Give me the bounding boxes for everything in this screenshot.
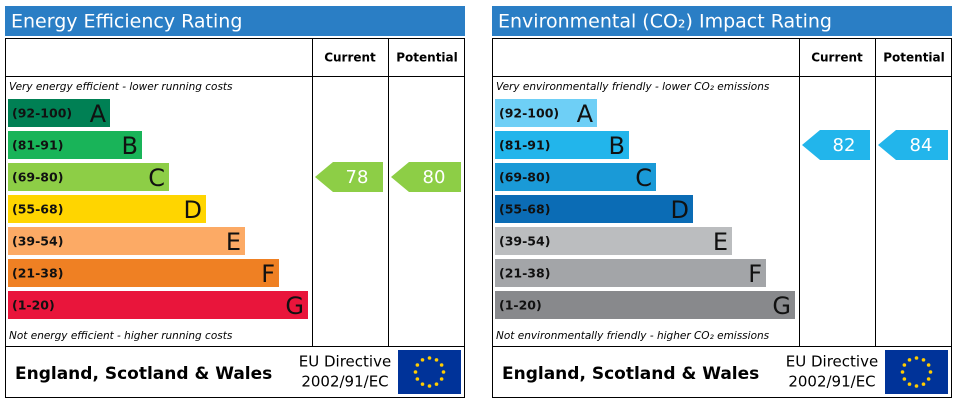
potential-header: Potential <box>883 51 945 65</box>
current-header: Current <box>324 51 376 65</box>
eu-star <box>439 377 444 381</box>
rating-band <box>8 259 279 287</box>
rating-arrow <box>391 162 461 192</box>
bottom-note: Not environmentally friendly - higher CO… <box>496 330 770 342</box>
rating-band <box>8 291 308 319</box>
band-range: (1-20) <box>12 298 55 313</box>
eu-star <box>902 377 907 381</box>
band-range: (1-20) <box>499 298 542 313</box>
rating-band <box>8 163 169 191</box>
rating-band <box>495 259 766 287</box>
eu-star <box>907 358 912 362</box>
band-letter: E <box>713 228 728 256</box>
eu-star <box>907 382 912 386</box>
eu-star <box>439 363 444 367</box>
rating-value: 80 <box>423 167 446 188</box>
band-range: (39-54) <box>12 234 63 249</box>
rating-band <box>495 291 795 319</box>
eu-star <box>926 363 931 367</box>
band-letter: F <box>748 260 762 288</box>
eu-star <box>928 370 933 374</box>
rating-band <box>8 195 206 223</box>
top-note: Very energy efficient - lower running co… <box>9 81 233 93</box>
directive: EU Directive <box>299 353 391 371</box>
region: England, Scotland & Wales <box>15 364 272 384</box>
eu-star <box>926 377 931 381</box>
band-range: (69-80) <box>12 170 63 185</box>
rating-band <box>495 99 597 127</box>
band-range: (69-80) <box>499 170 550 185</box>
band-range: (81-91) <box>499 138 550 153</box>
eu-star <box>434 382 439 386</box>
band-letter: D <box>184 196 202 224</box>
eu-star <box>921 358 926 362</box>
band-letter: B <box>122 132 138 160</box>
rating-band <box>8 99 110 127</box>
eu-star <box>420 358 425 362</box>
band-letter: A <box>577 100 594 128</box>
eu-star <box>434 358 439 362</box>
region: England, Scotland & Wales <box>502 364 759 384</box>
eu-star <box>413 370 418 374</box>
eu-star <box>415 377 420 381</box>
title-bar <box>5 6 465 36</box>
eu-star <box>427 384 432 388</box>
rating-band <box>495 195 693 223</box>
rating-value: 78 <box>346 167 369 188</box>
band-letter: D <box>671 196 689 224</box>
band-letter: C <box>148 164 165 192</box>
panel-title: Environmental (CO₂) Impact Rating <box>498 11 832 33</box>
current-header: Current <box>811 51 863 65</box>
panel-title: Energy Efficiency Rating <box>11 11 242 33</box>
rating-panel: Environmental (CO₂) Impact Rating Current… <box>492 6 952 398</box>
band-letter: B <box>609 132 625 160</box>
band-letter: C <box>635 164 652 192</box>
rating-arrow <box>315 162 383 192</box>
panel-frame <box>492 38 952 398</box>
eu-star <box>420 382 425 386</box>
band-letter: E <box>226 228 241 256</box>
title-bar <box>492 6 952 36</box>
rating-band <box>495 131 629 159</box>
eu-star <box>914 356 919 360</box>
directive-code: 2002/91/EC <box>301 373 388 391</box>
panel-frame <box>5 38 465 398</box>
band-range: (21-38) <box>499 266 550 281</box>
rating-arrow <box>878 130 948 160</box>
rating-arrow <box>802 130 870 160</box>
top-note: Very environmentally friendly - lower CO… <box>496 81 770 93</box>
band-range: (92-100) <box>12 106 72 121</box>
eu-star <box>914 384 919 388</box>
eu-star <box>427 356 432 360</box>
rating-value: 82 <box>833 135 856 156</box>
rating-band <box>495 163 656 191</box>
rating-band <box>8 131 142 159</box>
rating-band <box>8 227 245 255</box>
rating-panel: Energy Efficiency Rating Current Potential… <box>5 6 465 398</box>
bottom-note: Not energy efficient - higher running co… <box>9 330 233 342</box>
rating-value: 84 <box>910 135 933 156</box>
eu-star <box>902 363 907 367</box>
eu-star <box>415 363 420 367</box>
eu-star <box>441 370 446 374</box>
eu-star <box>900 370 905 374</box>
band-letter: G <box>285 292 304 320</box>
band-letter: A <box>90 100 107 128</box>
eu-star <box>921 382 926 386</box>
band-range: (39-54) <box>499 234 550 249</box>
band-letter: G <box>772 292 791 320</box>
band-range: (81-91) <box>12 138 63 153</box>
rating-band <box>495 227 732 255</box>
band-range: (55-68) <box>12 202 63 217</box>
directive: EU Directive <box>786 353 878 371</box>
band-range: (21-38) <box>12 266 63 281</box>
band-letter: F <box>261 260 275 288</box>
band-range: (92-100) <box>499 106 559 121</box>
band-range: (55-68) <box>499 202 550 217</box>
directive-code: 2002/91/EC <box>788 373 875 391</box>
potential-header: Potential <box>396 51 458 65</box>
